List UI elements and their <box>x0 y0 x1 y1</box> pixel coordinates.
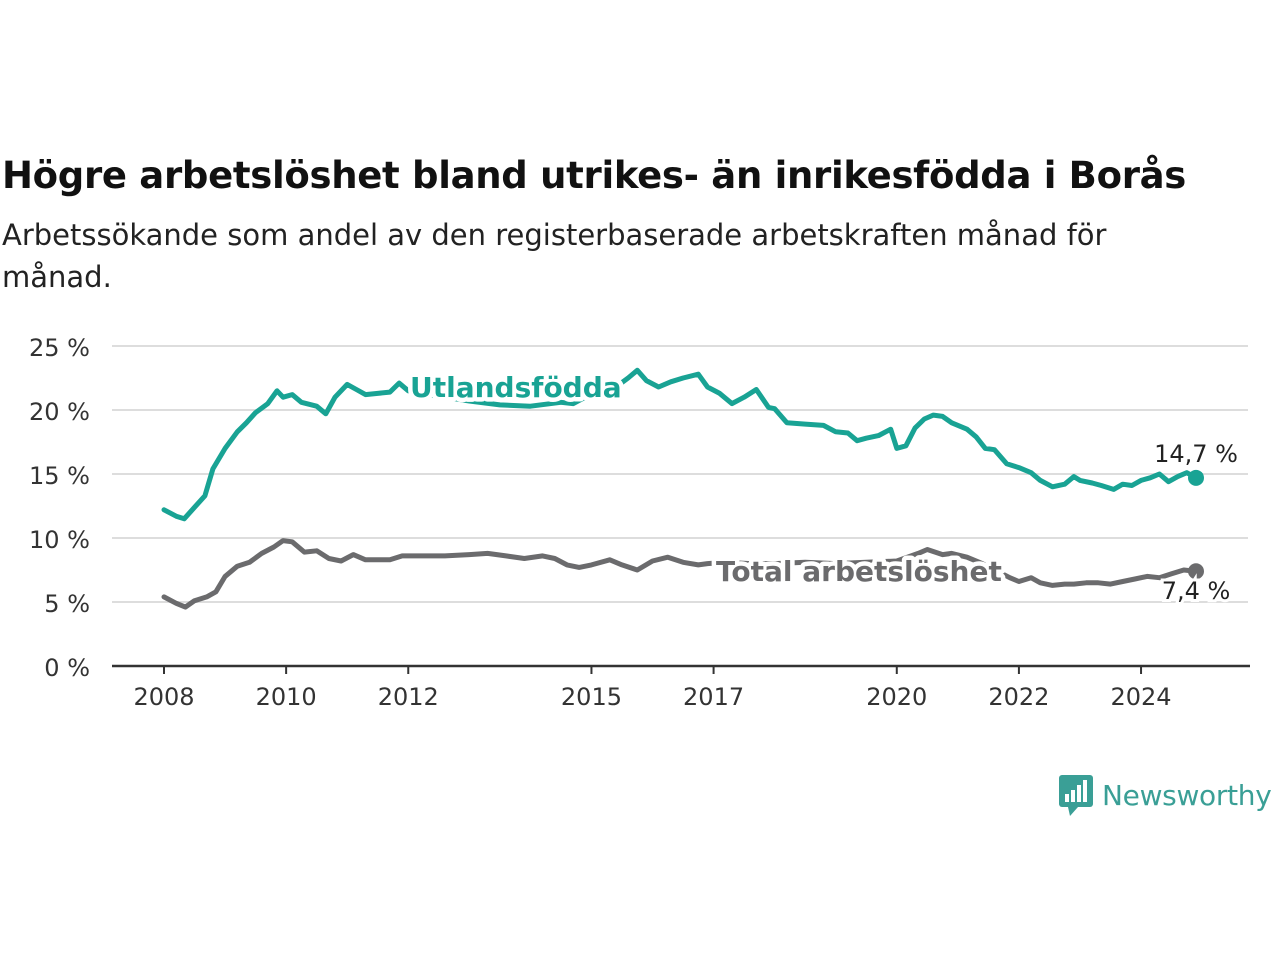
x-tick-label: 2020 <box>866 683 927 711</box>
brand-name: Newsworthy <box>1102 778 1272 812</box>
end-point-foreign <box>1188 469 1204 486</box>
chart-subtitle: Arbetssökande som andel av den registerb… <box>2 218 1107 294</box>
gridlines <box>112 345 1250 668</box>
brand-logo: Newsworthy <box>1058 772 1272 818</box>
line-chart: 0 %5 %10 %15 %20 %25 % 2008 2010 2012 2015 2… <box>29 334 1250 711</box>
y-tick-label: 5 % <box>44 590 90 618</box>
series-label-total: Total arbetslöshet <box>716 555 1002 588</box>
y-tick-label: 20 % <box>29 398 90 426</box>
end-value-label-foreign: 14,7 % <box>1154 440 1238 468</box>
y-tick-label: 25 % <box>29 334 90 362</box>
end-point-total <box>1188 563 1204 580</box>
series-label-foreign: Utlandsfödda <box>410 371 622 404</box>
x-tick-label: 2008 <box>133 683 194 711</box>
x-tick-label: 2012 <box>378 683 439 711</box>
y-tick-label: 10 % <box>29 526 90 554</box>
series-lines <box>161 367 1204 610</box>
y-tick-label: 15 % <box>29 462 90 490</box>
x-axis-ticks: 2008 2010 2012 2015 2017 2020 2022 2024 <box>133 666 1172 711</box>
x-tick-label: 2022 <box>988 683 1049 711</box>
end-value-label-total: 7,4 % <box>1162 577 1231 605</box>
chart-icon <box>1059 775 1093 816</box>
series-line-foreign <box>161 367 1199 522</box>
x-tick-label: 2024 <box>1111 683 1172 711</box>
x-tick-label: 2015 <box>561 683 622 711</box>
x-tick-label: 2017 <box>683 683 744 711</box>
series-line-total <box>161 538 1199 610</box>
series-labels: Utlandsfödda Total arbetslöshet 14,7 % 7,4 … <box>406 367 1241 609</box>
y-axis-tick-labels: 0 % 5 % 10 % 15 % 20 % 25 % <box>29 334 90 682</box>
y-tick-label: 0 % <box>44 654 90 682</box>
x-tick-label: 2010 <box>256 683 317 711</box>
chart-title: Högre arbetslöshet bland utrikes- än inr… <box>2 154 1187 197</box>
